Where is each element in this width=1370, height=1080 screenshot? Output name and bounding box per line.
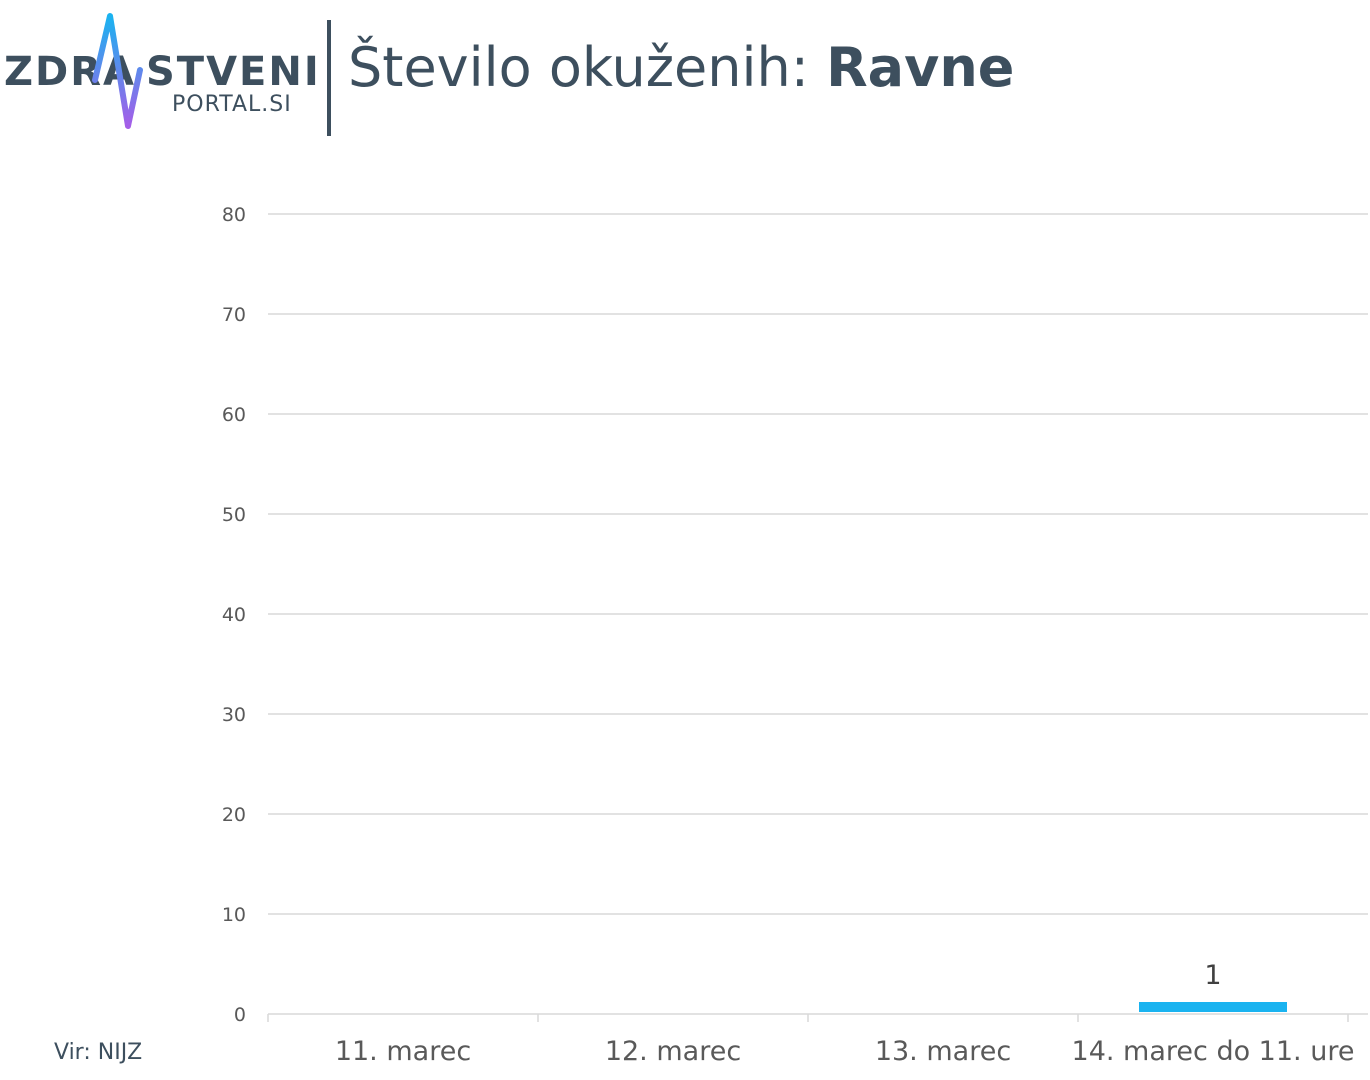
- y-tick-label-60: 60: [222, 404, 246, 426]
- x-tick-label-1: 12. marec: [605, 1036, 741, 1067]
- data-labels: 1: [1204, 960, 1221, 991]
- y-tick-label-20: 20: [222, 804, 246, 826]
- y-axis-tick-labels: 0 10 20 30 40 50 60 70 80: [222, 204, 246, 1026]
- x-axis: [267, 1013, 1368, 1022]
- y-tick-label-0: 0: [234, 1004, 246, 1026]
- header-divider: [327, 20, 331, 136]
- y-tick-label-30: 30: [222, 704, 246, 726]
- logo-text-left: ZDRA: [4, 49, 136, 95]
- chart-title: Število okuženih: Ravne: [348, 36, 1014, 100]
- x-tick-label-2: 13. marec: [875, 1036, 1011, 1067]
- zdravstveni-portal-logo[interactable]: ZDRA STVENI PORTAL.SI: [0, 8, 319, 133]
- logo-subtext: PORTAL.SI: [172, 92, 292, 117]
- title-prefix: Število okuženih:: [348, 36, 827, 99]
- logo-text-right: STVENI: [146, 49, 321, 95]
- source-note: Vir: NIJZ: [54, 1040, 143, 1065]
- title-place: Ravne: [826, 36, 1015, 99]
- grid-lines: [268, 213, 1368, 915]
- x-axis-tick-labels: 11. marec 12. marec 13. marec 14. marec do …: [335, 1036, 1355, 1067]
- y-tick-label-80: 80: [222, 204, 246, 226]
- bars: [1139, 1002, 1287, 1012]
- data-label-3: 1: [1204, 960, 1221, 991]
- y-tick-label-40: 40: [222, 604, 246, 626]
- header: ZDRA STVENI PORTAL.SI Število okuženih: …: [0, 0, 1370, 140]
- x-tick-label-0: 11. marec: [335, 1036, 471, 1067]
- pulse-icon: [92, 13, 143, 129]
- y-tick-label-50: 50: [222, 504, 246, 526]
- y-tick-label-10: 10: [222, 904, 246, 926]
- bar-3: [1139, 1002, 1287, 1012]
- x-tick-label-3: 14. marec do 11. ure: [1072, 1036, 1355, 1067]
- y-tick-label-70: 70: [222, 304, 246, 326]
